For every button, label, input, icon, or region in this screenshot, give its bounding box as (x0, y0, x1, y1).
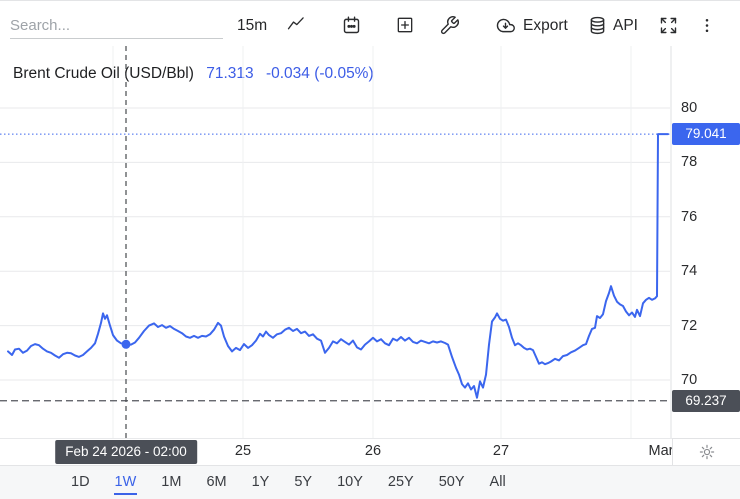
range-button-5y[interactable]: 5Y (293, 472, 313, 495)
y-axis-label: 76 (681, 208, 698, 225)
line-chart-icon (287, 17, 304, 30)
chart-type-button[interactable] (283, 13, 309, 37)
fullscreen-expand-icon (660, 17, 677, 34)
y-axis-label: 72 (681, 317, 698, 334)
range-button-10y[interactable]: 10Y (336, 472, 364, 495)
x-axis-label: Mar (648, 443, 672, 459)
y-axis-label: 78 (681, 154, 698, 171)
compare-button[interactable] (393, 13, 417, 37)
interval-selector[interactable]: 15m (235, 15, 269, 37)
price-chart[interactable] (0, 46, 672, 438)
range-selector: 1D 1W 1M 6M 1Y 5Y 10Y 25Y 50Y All (0, 465, 740, 499)
export-cloud-icon (496, 18, 515, 33)
export-button[interactable]: Export (491, 13, 570, 38)
x-axis-label: 26 (364, 443, 382, 459)
chart-header: Brent Crude Oil (USD/Bbl) 71.313 -0.034 … (13, 65, 374, 83)
x-axis-label: 27 (492, 443, 510, 459)
y-axis-label: 80 (681, 100, 698, 116)
kebab-menu-icon (705, 18, 709, 33)
toolbar: 15m (0, 1, 740, 48)
crosshair-marker-dot (121, 339, 131, 349)
range-button-1m[interactable]: 1M (160, 472, 182, 495)
api-label: API (613, 16, 638, 34)
instrument-title: Brent Crude Oil (USD/Bbl) (13, 65, 194, 82)
range-button-1d[interactable]: 1D (70, 472, 91, 495)
range-button-50y[interactable]: 50Y (438, 472, 466, 495)
range-button-1w[interactable]: 1W (113, 472, 138, 495)
x-axis-label: 25 (234, 443, 252, 459)
api-button[interactable]: API (585, 13, 640, 38)
high-price-badge: 79.041 (672, 123, 740, 146)
indicators-button[interactable] (437, 13, 462, 38)
calendar-icon (343, 16, 360, 34)
range-button-6m[interactable]: 6M (205, 472, 227, 495)
crosshair-tooltip: Feb 24 2026 - 02:00 (55, 440, 197, 464)
axis-settings-panel[interactable] (672, 438, 740, 465)
range-button-25y[interactable]: 25Y (387, 472, 415, 495)
y-axis: 80 78 76 74 72 70 (672, 46, 740, 438)
settings-gear-icon (699, 444, 714, 460)
database-icon (590, 16, 605, 35)
fullscreen-button[interactable] (656, 13, 681, 38)
y-axis-label: 74 (681, 263, 698, 280)
more-menu-button[interactable] (696, 13, 718, 38)
price-change: -0.034 (-0.05%) (265, 65, 374, 82)
low-price-badge: 69.237 (672, 389, 740, 412)
y-axis-label: 70 (681, 372, 698, 388)
date-range-button[interactable] (339, 13, 364, 38)
plus-square-icon (397, 17, 413, 33)
export-label: Export (523, 16, 568, 34)
price-series-line (7, 133, 669, 399)
range-button-all[interactable]: All (489, 472, 507, 495)
interval-label: 15m (237, 17, 268, 34)
last-price: 71.313 (206, 65, 254, 82)
search-input[interactable] (10, 13, 223, 39)
wrench-icon (440, 16, 459, 35)
range-button-1y[interactable]: 1Y (251, 472, 271, 495)
